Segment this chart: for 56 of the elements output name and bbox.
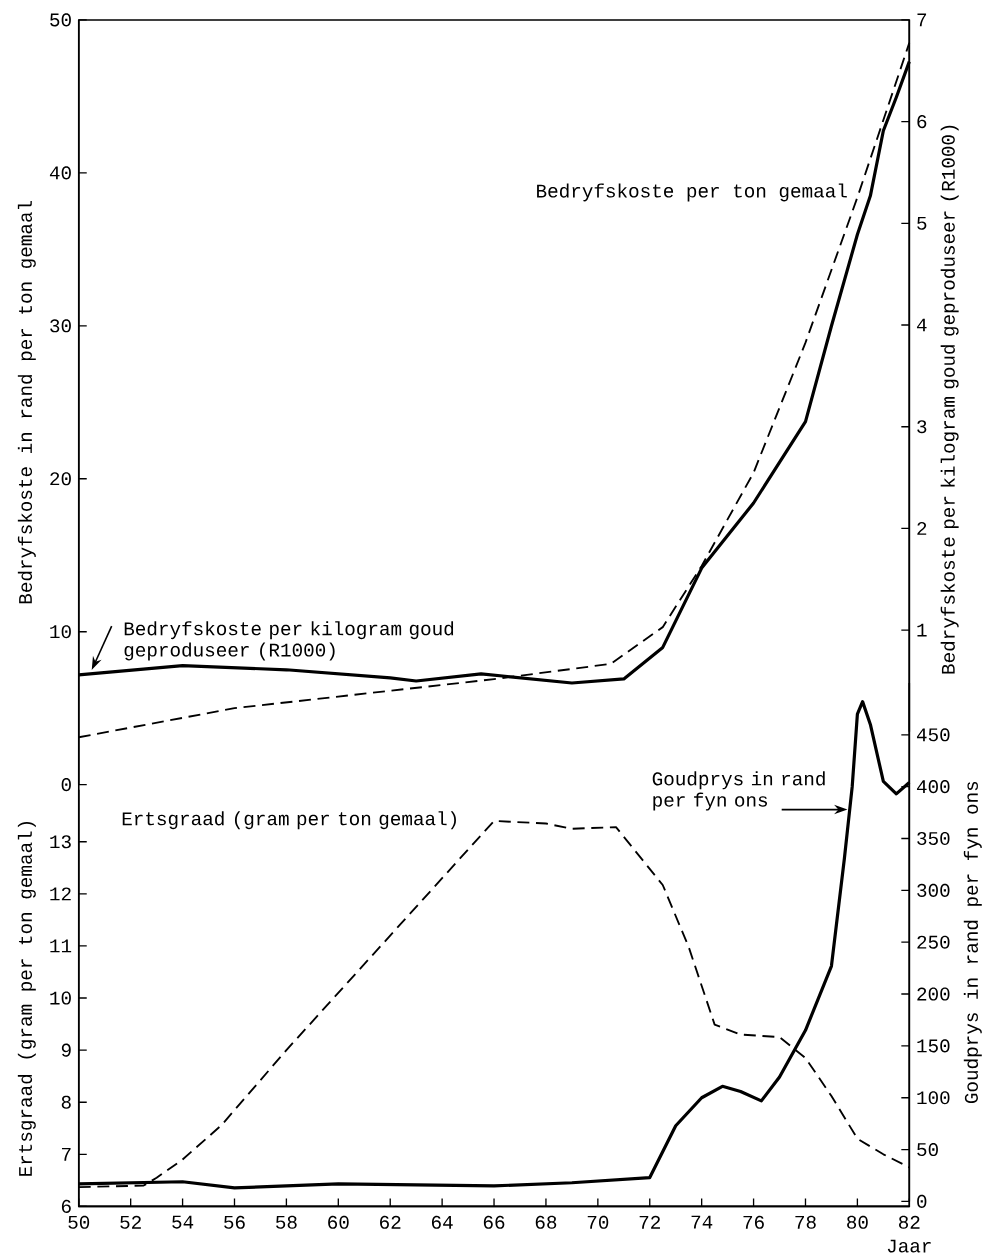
- series-label: Ertsgraad (gram per ton gemaal): [122, 811, 456, 830]
- x-axis-title: Jaar: [887, 1239, 931, 1253]
- x-tick-label: 66: [483, 1215, 505, 1229]
- x-tick-label: 78: [795, 1215, 816, 1229]
- x-tick-label: 54: [172, 1215, 194, 1229]
- y2-tick-label: 7: [917, 13, 927, 27]
- y2-tick-label: 400: [916, 780, 950, 794]
- y2-tick-label: 2: [917, 521, 927, 535]
- y-tick-label: 0: [61, 778, 71, 792]
- x-tick-label: 76: [743, 1215, 764, 1229]
- y2-tick-label: 200: [917, 987, 950, 1001]
- y-tick-label: 10: [50, 625, 71, 639]
- y-tick-label: 40: [49, 166, 71, 180]
- y2-tick-label: 6: [917, 115, 927, 129]
- series-label: Bedryfskoste per ton gemaal: [537, 183, 847, 202]
- series-label: Goudprys in rand per fyn ons: [652, 771, 825, 811]
- y-axis-title: Bedryfskoste in rand per ton gemaal: [17, 200, 36, 604]
- y2-tick-label: 250: [917, 935, 950, 949]
- y2-tick-label: 0: [917, 1194, 927, 1208]
- x-tick-label: 82: [898, 1215, 920, 1229]
- x-tick-label: 62: [380, 1215, 401, 1229]
- y-tick-label: 7: [61, 1147, 71, 1161]
- x-tick-label: 58: [276, 1215, 297, 1229]
- y-tick-label: 6: [61, 1199, 71, 1213]
- x-tick-label: 60: [328, 1215, 349, 1229]
- y2-tick-label: 1: [917, 623, 927, 637]
- y-axis-title: Ertsgraad (gram per ton gemaal): [17, 822, 36, 1176]
- y2-tick-label: 300: [917, 883, 950, 897]
- y2-tick-label: 3: [917, 420, 927, 434]
- y-tick-label: 30: [50, 319, 71, 333]
- x-tick-label: 80: [847, 1215, 868, 1229]
- y-tick-label: 8: [61, 1095, 71, 1109]
- x-tick-label: 52: [120, 1215, 141, 1229]
- y2-tick-label: 50: [917, 1143, 938, 1157]
- y2-axis-title: Goudprys in rand per fyn ons: [963, 781, 982, 1104]
- y2-tick-label: 350: [917, 831, 950, 846]
- y2-tick-label: 450: [916, 728, 950, 742]
- y-tick-label: 10: [50, 991, 71, 1005]
- y2-axis-title: Bedryfskoste per kilogram goud geproduseer (R1000): [940, 125, 959, 674]
- y2-tick-label: 4: [916, 318, 927, 332]
- x-tick-label: 74: [691, 1215, 713, 1229]
- y2-tick-label: 150: [917, 1039, 950, 1053]
- x-tick-label: 56: [224, 1215, 245, 1229]
- y2-tick-label: 100: [917, 1091, 950, 1105]
- y2-tick-label: 5: [917, 216, 927, 230]
- y-tick-label: 13: [50, 835, 71, 849]
- y-tick-label: 11: [50, 939, 72, 953]
- x-tick-label: 64: [431, 1215, 453, 1229]
- x-tick-label: 68: [535, 1215, 557, 1229]
- legend-label: Bedryfskoste per kilogram goud geproduseer (R1000): [124, 621, 454, 661]
- y-tick-label: 9: [61, 1043, 71, 1057]
- x-tick-label: 72: [639, 1215, 660, 1229]
- x-tick-label: 70: [587, 1215, 609, 1229]
- y-tick-label: 20: [50, 472, 71, 486]
- y-tick-label: 12: [50, 887, 71, 901]
- y-tick-label: 50: [50, 13, 71, 27]
